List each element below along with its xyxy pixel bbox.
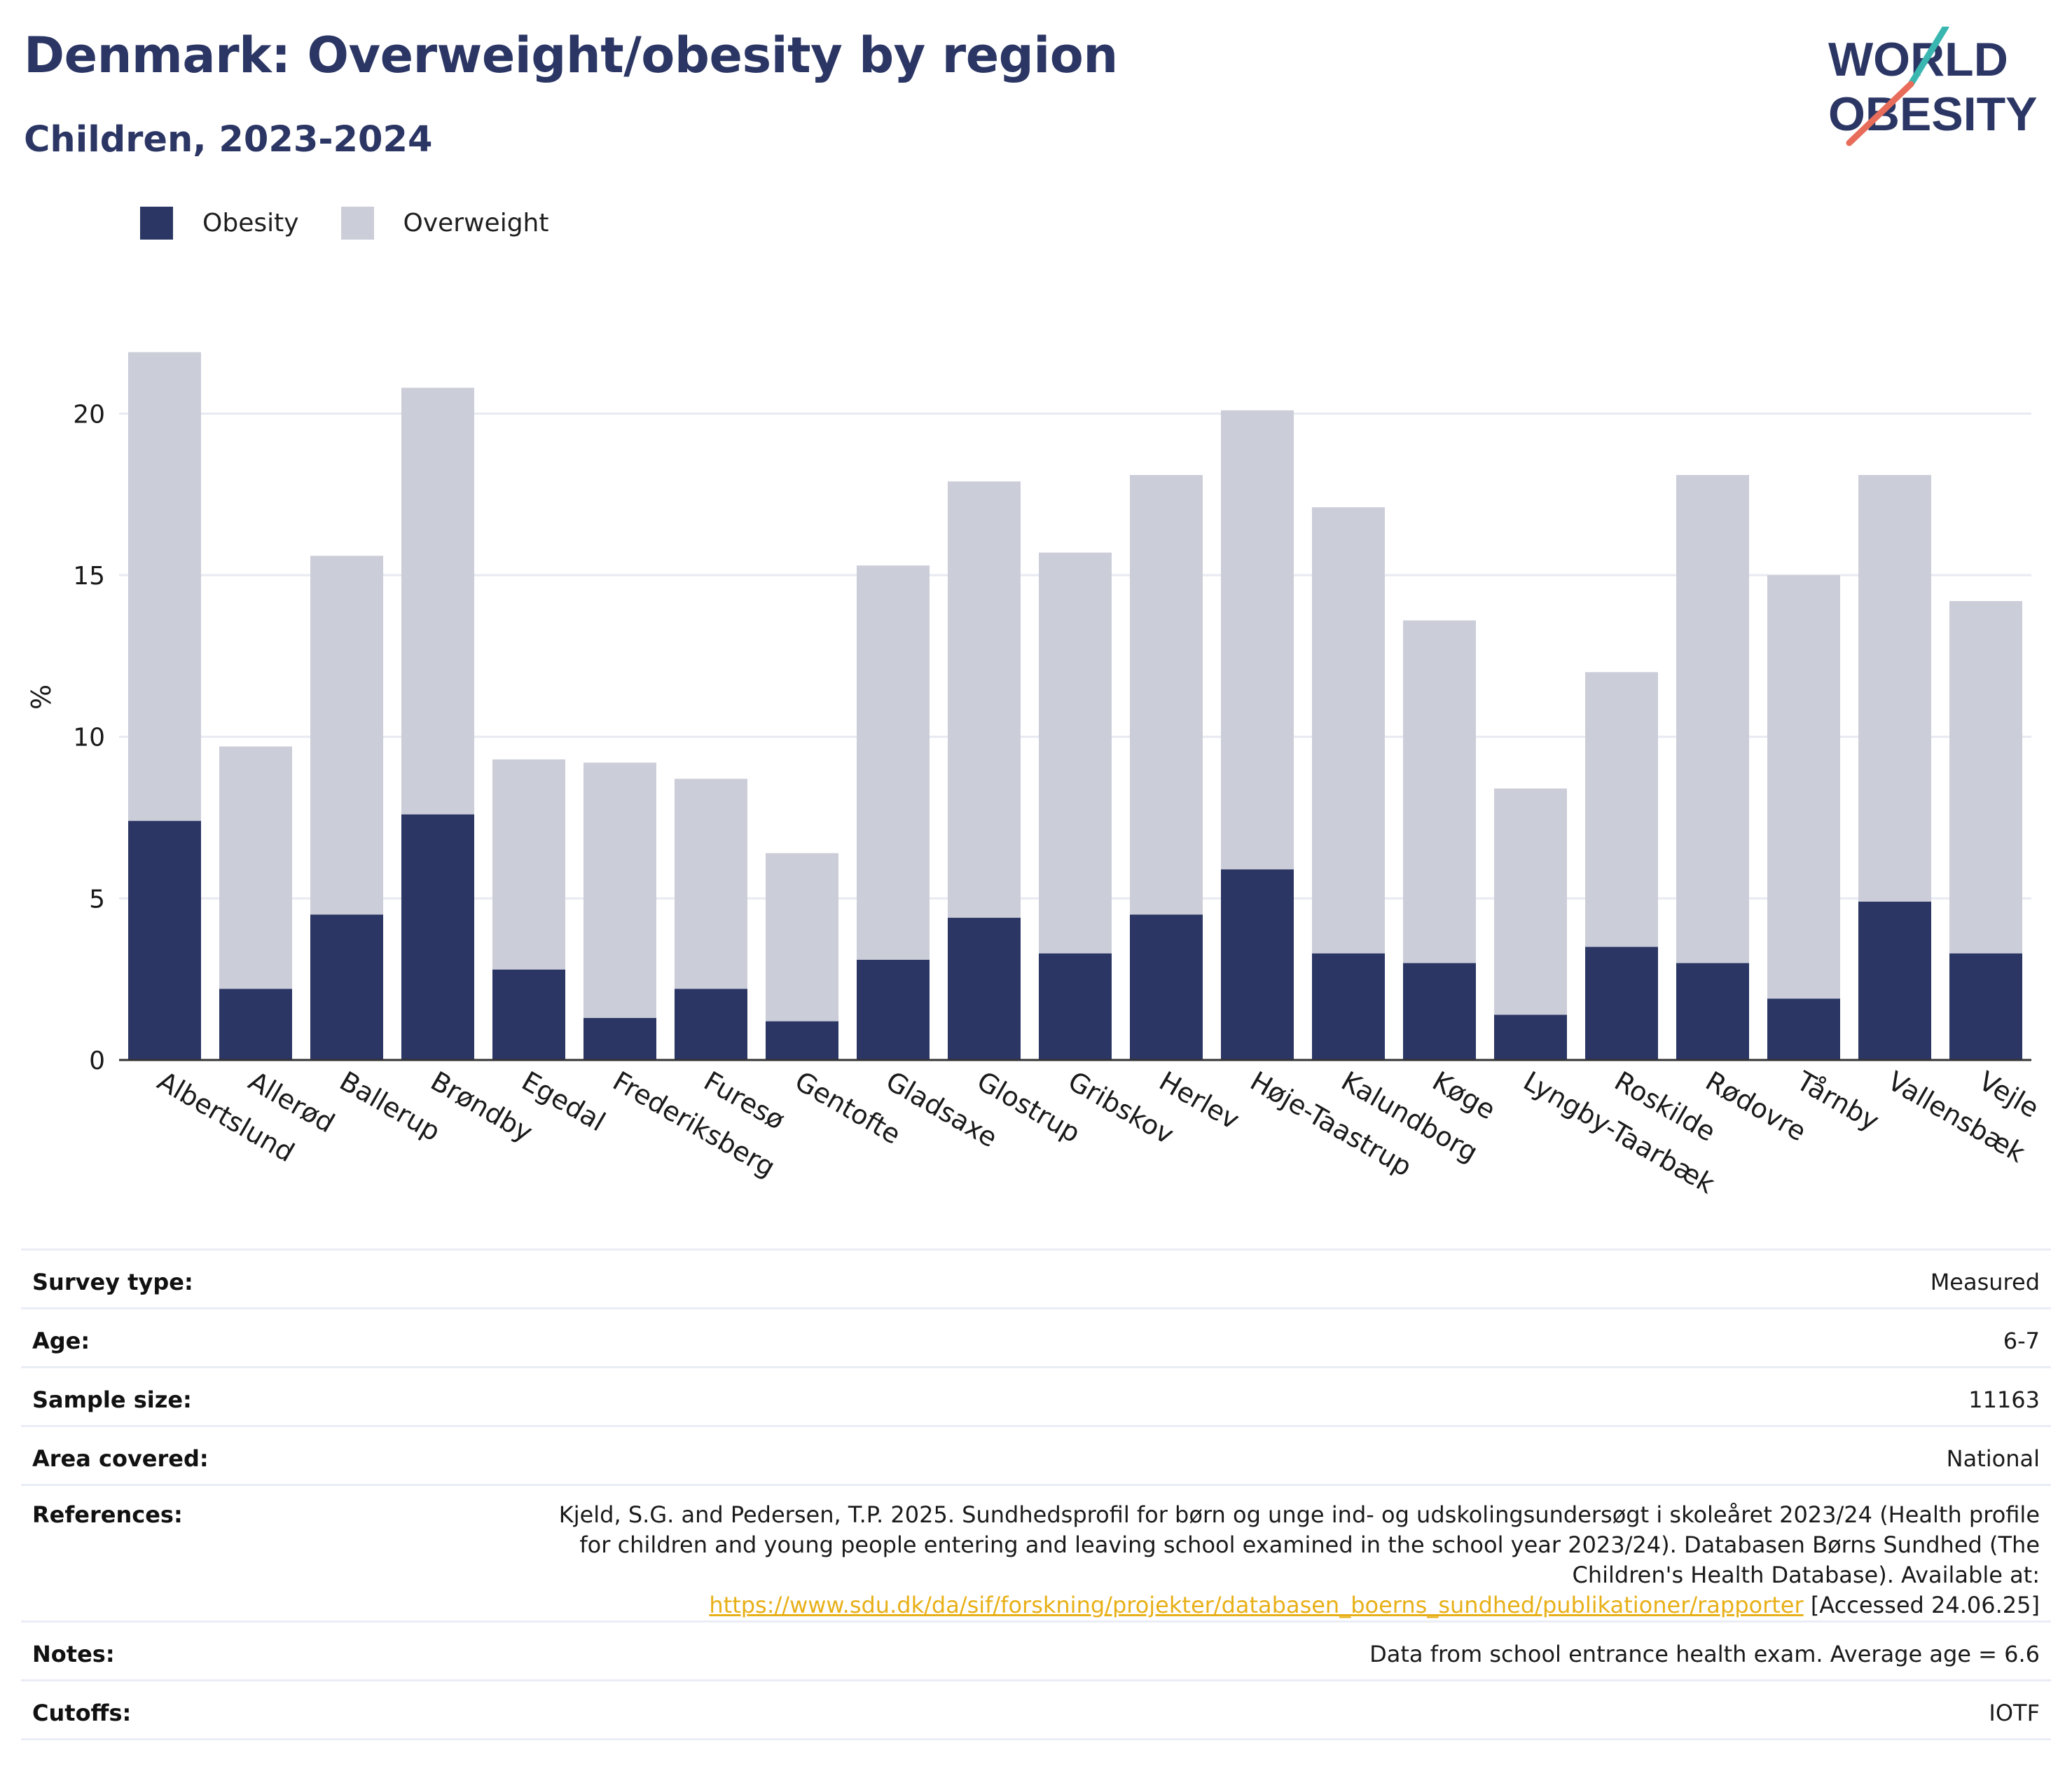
bar-overweight[interactable]	[1039, 552, 1112, 954]
bar-obesity[interactable]	[1039, 953, 1112, 1060]
x-tick-labels: AlbertslundAllerødBallerupBrøndbyEgedalF…	[153, 1065, 2045, 1199]
legend-swatch-obesity	[140, 207, 173, 240]
bar-obesity[interactable]	[401, 814, 474, 1060]
bar-obesity[interactable]	[1403, 963, 1476, 1060]
bar-overweight[interactable]	[675, 778, 747, 989]
bar-overweight[interactable]	[310, 556, 383, 915]
bar-overweight[interactable]	[948, 481, 1021, 918]
bar-overweight[interactable]	[1130, 474, 1203, 915]
table-value: National	[464, 1425, 2051, 1485]
reference-line-3: Children's Health Database). Available a…	[1572, 1562, 2040, 1588]
y-tick-label: 20	[73, 400, 105, 429]
table-row-area-covered: Area covered: National	[21, 1425, 2051, 1485]
table-value: Measured	[464, 1248, 2051, 1309]
table-value: IOTF	[464, 1679, 2051, 1740]
bar-overweight[interactable]	[583, 762, 656, 1019]
world-obesity-logo: WORLD OBESITY	[1828, 27, 2038, 146]
bar-obesity[interactable]	[948, 918, 1021, 1060]
x-tick-label: Brøndby	[426, 1066, 538, 1148]
bar-obesity[interactable]	[128, 820, 201, 1060]
logo-slash-top	[1907, 27, 1949, 88]
bar-obesity[interactable]	[1130, 914, 1203, 1060]
y-tick-label: 0	[89, 1047, 105, 1075]
bar-overweight[interactable]	[1494, 788, 1567, 1015]
table-key: Survey type:	[21, 1248, 464, 1309]
bar-obesity[interactable]	[857, 959, 930, 1060]
bar-obesity[interactable]	[1221, 869, 1294, 1060]
y-tick-label: 5	[89, 885, 105, 914]
page-subtitle: Children, 2023-2024	[24, 119, 433, 160]
bar-overweight[interactable]	[1585, 672, 1658, 947]
bar-obesity[interactable]	[1858, 901, 1931, 1060]
table-key: Age:	[21, 1307, 464, 1368]
x-tick-label: Høje-Taastrup	[1245, 1066, 1417, 1183]
survey-info-table: Survey type: Measured Age: 6-7 Sample si…	[21, 1248, 2051, 1740]
chart-bars	[128, 352, 2022, 1060]
reference-accessed: [Accessed 24.06.25]	[1803, 1592, 2040, 1618]
bar-obesity[interactable]	[219, 989, 292, 1060]
table-row-survey-type: Survey type: Measured	[21, 1248, 2051, 1309]
bar-overweight[interactable]	[1221, 410, 1294, 869]
table-value: 6-7	[464, 1307, 2051, 1368]
bar-overweight[interactable]	[219, 746, 292, 989]
legend-swatch-overweight	[340, 207, 374, 240]
legend-label-obesity: Obesity	[202, 209, 299, 237]
table-row-age: Age: 6-7	[21, 1307, 2051, 1368]
table-value: 11163	[464, 1366, 2051, 1426]
bar-overweight[interactable]	[401, 387, 474, 815]
legend-item-overweight[interactable]: Overweight	[340, 207, 549, 240]
table-key: Sample size:	[21, 1366, 464, 1426]
reference-line-1: Kjeld, S.G. and Pedersen, T.P. 2025. Sun…	[558, 1501, 2040, 1528]
bar-obesity[interactable]	[492, 969, 565, 1060]
bar-obesity[interactable]	[1494, 1014, 1567, 1060]
table-key: Notes:	[21, 1620, 464, 1681]
x-tick-label: Ballerup	[335, 1066, 446, 1148]
bar-obesity[interactable]	[1312, 953, 1385, 1060]
bar-overweight[interactable]	[766, 853, 838, 1021]
bar-overweight[interactable]	[1767, 575, 1840, 999]
table-value-references: Kjeld, S.G. and Pedersen, T.P. 2025. Sun…	[464, 1484, 2051, 1622]
chart-legend: Obesity Overweight	[140, 207, 590, 240]
bar-obesity[interactable]	[1676, 963, 1749, 1060]
bar-overweight[interactable]	[128, 352, 201, 821]
reference-link[interactable]: https://www.sdu.dk/da/sif/forskning/proj…	[709, 1592, 1804, 1618]
table-row-sample-size: Sample size: 11163	[21, 1366, 2051, 1426]
table-key: Area covered:	[21, 1425, 464, 1485]
bar-obesity[interactable]	[310, 914, 383, 1060]
bar-overweight[interactable]	[1676, 474, 1749, 963]
y-tick-label: 10	[73, 724, 105, 752]
bar-obesity[interactable]	[583, 1018, 656, 1060]
table-row-references: References: Kjeld, S.G. and Pedersen, T.…	[21, 1484, 2051, 1622]
table-key: References:	[21, 1484, 464, 1622]
bar-overweight[interactable]	[1403, 620, 1476, 963]
table-value: Data from school entrance health exam. A…	[464, 1620, 2051, 1681]
bar-obesity[interactable]	[766, 1021, 838, 1060]
table-key: Cutoffs:	[21, 1679, 464, 1740]
bar-obesity[interactable]	[675, 989, 747, 1060]
bar-chart: 0 5 10 15 20 AlbertslundAllerødBallerupBrønd…	[26, 352, 2045, 1199]
bar-overweight[interactable]	[492, 759, 565, 970]
logo-slash-bottom	[1846, 81, 1914, 146]
table-row-cutoffs: Cutoffs: IOTF	[21, 1679, 2051, 1740]
bar-overweight[interactable]	[1858, 474, 1931, 902]
x-tick-label: Rødovre	[1701, 1066, 1812, 1148]
reference-line-2: for children and young people entering a…	[579, 1531, 2040, 1558]
table-row-notes: Notes: Data from school entrance health …	[21, 1620, 2051, 1681]
logo-text-world: WORLD	[1828, 33, 2008, 86]
y-axis-label: %	[26, 684, 57, 710]
bar-overweight[interactable]	[857, 565, 930, 960]
bar-overweight[interactable]	[1949, 600, 2022, 954]
bar-overweight[interactable]	[1312, 507, 1385, 954]
legend-label-overweight: Overweight	[403, 209, 549, 237]
bar-obesity[interactable]	[1949, 953, 2022, 1060]
y-tick-label: 15	[73, 562, 105, 591]
page-title: Denmark: Overweight/obesity by region	[24, 27, 1118, 84]
legend-item-obesity[interactable]: Obesity	[140, 207, 299, 240]
bar-obesity[interactable]	[1585, 946, 1658, 1060]
bar-obesity[interactable]	[1767, 998, 1840, 1060]
